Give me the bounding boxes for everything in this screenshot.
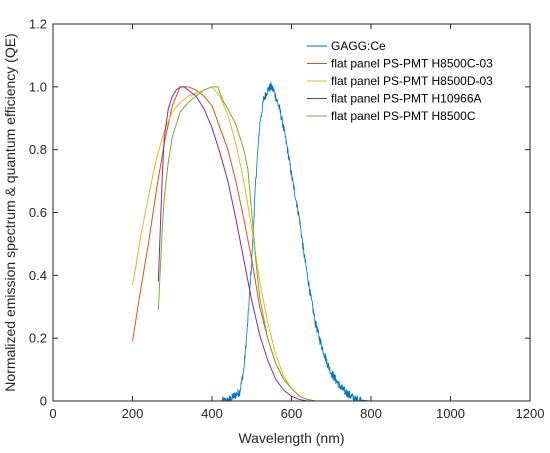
y-tick-label: 1.2 <box>29 17 47 32</box>
legend-label: flat panel PS-PMT H8500D-03 <box>331 74 493 88</box>
legend-label: flat panel PS-PMT H8500C-03 <box>331 57 493 71</box>
legend-label: flat panel PS-PMT H8500C <box>331 109 476 123</box>
x-tick-label: 600 <box>281 406 303 421</box>
x-tick-label: 1200 <box>516 406 545 421</box>
y-tick-label: 0.8 <box>29 142 47 157</box>
series-line-4 <box>157 86 308 402</box>
x-tick-label: 1000 <box>436 406 465 421</box>
legend-label: GAGG:Ce <box>331 39 386 53</box>
y-tick-label: 1.0 <box>29 79 47 94</box>
y-tick-label: 0.4 <box>29 268 47 283</box>
y-tick-label: 0.2 <box>29 331 47 346</box>
x-tick-label: 0 <box>49 406 56 421</box>
series-line-5 <box>157 86 316 402</box>
x-tick-label: 800 <box>360 406 382 421</box>
y-tick-label: 0.6 <box>29 205 47 220</box>
y-axis: 0 0.2 0.4 0.6 0.8 1.0 1.2 <box>29 17 530 409</box>
x-tick-label: 200 <box>122 406 144 421</box>
legend-label: flat panel PS-PMT H10966A <box>331 92 482 106</box>
x-axis: 0 200 400 600 800 1000 1200 <box>49 24 544 421</box>
x-tick-label: 400 <box>201 406 223 421</box>
y-tick-label: 0 <box>40 394 47 409</box>
series-line-3 <box>132 86 316 402</box>
legend: GAGG:Ce flat panel PS-PMT H8500C-03 flat p… <box>307 39 493 123</box>
x-axis-title: Wavelength (nm) <box>238 430 344 446</box>
y-axis-title: Normalized emission spectrum & quantum e… <box>2 33 18 391</box>
